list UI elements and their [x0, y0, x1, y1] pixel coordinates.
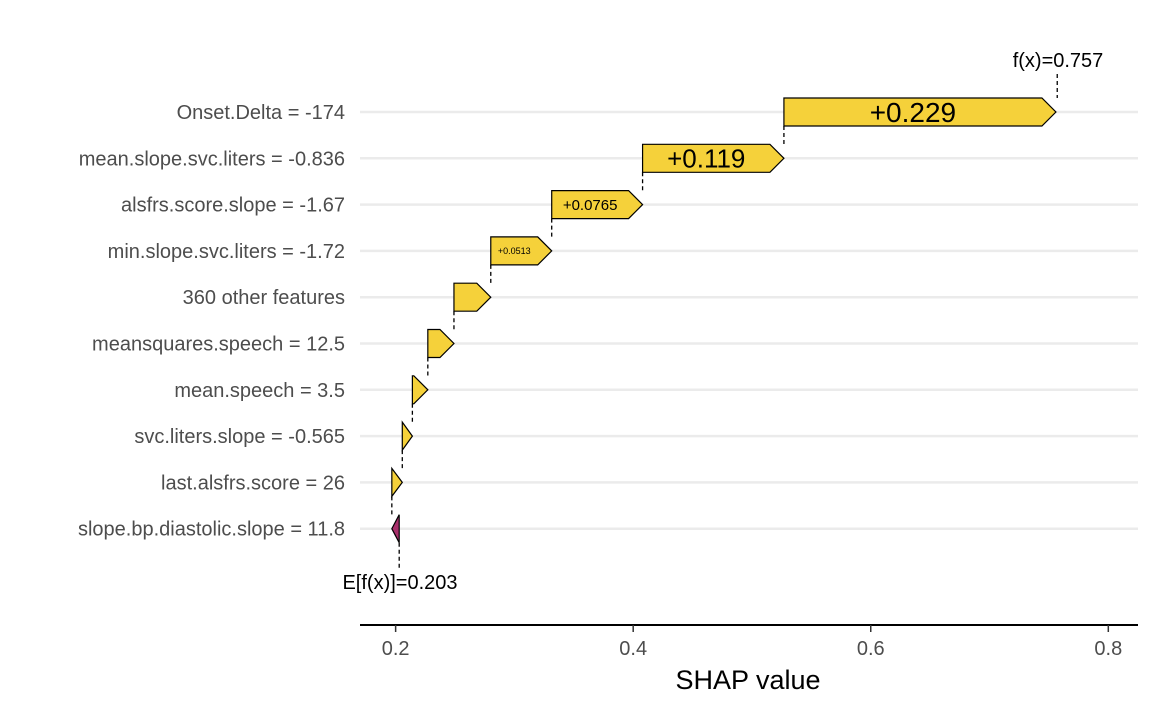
- bar-layer: [391, 97, 1057, 543]
- x-tick-label: 0.6: [857, 638, 885, 660]
- waterfall-bar: [490, 236, 553, 266]
- x-tick-label: 0.8: [1094, 638, 1122, 660]
- x-axis-title: SHAP value: [675, 665, 820, 695]
- feature-label: meansquares.speech = 12.5: [92, 334, 345, 356]
- bar-value-label: +0.229: [870, 97, 956, 128]
- connector-layer: [391, 74, 1058, 568]
- bar-value-label: +0.119: [667, 144, 745, 174]
- feature-label: Onset.Delta = -174: [177, 102, 345, 124]
- waterfall-bar: [783, 97, 1057, 127]
- base-value-label: E[f(x)]=0.203: [342, 572, 457, 594]
- grid-layer: [360, 110, 1138, 530]
- feature-label: min.slope.svc.liters = -1.72: [108, 241, 345, 263]
- label-layer: +0.229 Onset.Delta = -174 +0.119 mean.slope…: [78, 97, 956, 541]
- bar-value-label: +0.0513: [498, 246, 531, 256]
- feature-label: svc.liters.slope = -0.565: [134, 426, 345, 448]
- waterfall-bar: [411, 375, 429, 405]
- waterfall-bar: [391, 466, 404, 499]
- waterfall-bar: [641, 143, 785, 173]
- waterfall-bar: [427, 328, 455, 359]
- bar-value-label: +0.0765: [563, 197, 618, 214]
- waterfall-bar: [453, 282, 492, 312]
- feature-label: slope.bp.diastolic.slope = 11.8: [78, 519, 345, 541]
- waterfall-bar: [391, 514, 400, 543]
- final-value-label: f(x)=0.757: [1013, 50, 1104, 72]
- feature-label: 360 other features: [183, 287, 345, 309]
- x-tick-label: 0.4: [619, 638, 647, 660]
- axis-layer: 0.2 0.4 0.6 0.8: [360, 624, 1138, 660]
- feature-label: last.alsfrs.score = 26: [161, 472, 345, 494]
- waterfall-bar: [551, 190, 644, 220]
- feature-label: alsfrs.score.slope = -1.67: [121, 195, 345, 217]
- feature-label: mean.slope.svc.liters = -0.836: [79, 148, 345, 170]
- feature-label: mean.speech = 3.5: [174, 380, 345, 402]
- x-tick-label: 0.2: [382, 638, 410, 660]
- waterfall-bar: [401, 420, 414, 452]
